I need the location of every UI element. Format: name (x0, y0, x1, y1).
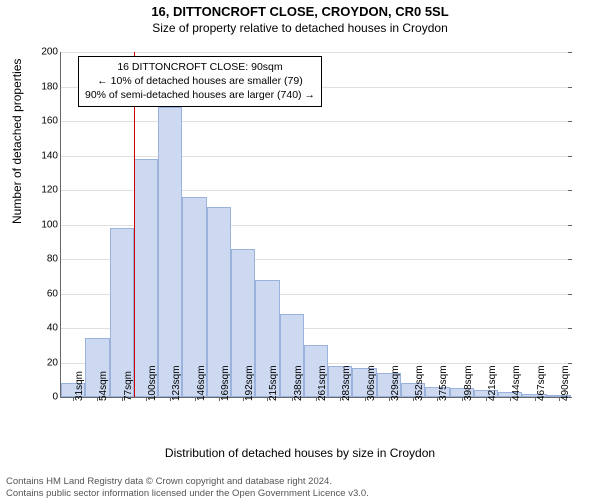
x-tick-label: 146sqm (196, 365, 207, 401)
y-tick-label: 140 (41, 150, 58, 161)
x-tick-label: 123sqm (171, 365, 182, 401)
y-tick-label: 40 (47, 323, 58, 334)
x-tick-label: 467sqm (536, 365, 547, 401)
histogram-bar (134, 159, 158, 397)
info-line-1: 16 DITTONCROFT CLOSE: 90sqm (85, 60, 315, 74)
y-tick-label: 100 (41, 219, 58, 230)
y-tick-mark (568, 225, 572, 226)
y-tick-label: 20 (47, 357, 58, 368)
y-tick-label: 200 (41, 47, 58, 58)
info-line-3: 90% of semi-detached houses are larger (… (85, 88, 315, 102)
y-axis-label: Number of detached properties (10, 59, 24, 224)
y-tick-label: 180 (41, 81, 58, 92)
x-tick-label: 352sqm (414, 365, 425, 401)
x-tick-label: 100sqm (147, 365, 158, 401)
x-tick-label: 444sqm (511, 365, 522, 401)
y-tick-mark (568, 190, 572, 191)
x-tick-label: 490sqm (560, 365, 571, 401)
histogram-bar (158, 107, 182, 397)
footer-line-1: Contains HM Land Registry data © Crown c… (6, 476, 369, 488)
y-tick-mark (568, 121, 572, 122)
footer-attribution: Contains HM Land Registry data © Crown c… (6, 476, 369, 500)
chart-subtitle: Size of property relative to detached ho… (0, 21, 600, 35)
plot-area: 02040608010012014016018020031sqm54sqm77s… (60, 52, 571, 398)
chart-container: 16, DITTONCROFT CLOSE, CROYDON, CR0 5SL … (0, 4, 600, 504)
x-tick-label: 261sqm (317, 365, 328, 401)
y-tick-mark (568, 294, 572, 295)
x-tick-label: 215sqm (268, 365, 279, 401)
chart-title: 16, DITTONCROFT CLOSE, CROYDON, CR0 5SL (0, 4, 600, 19)
y-tick-mark (568, 328, 572, 329)
y-tick-label: 80 (47, 254, 58, 265)
x-tick-label: 169sqm (220, 365, 231, 401)
x-tick-label: 31sqm (74, 371, 85, 401)
x-tick-label: 238sqm (293, 365, 304, 401)
y-tick-mark (568, 259, 572, 260)
x-tick-label: 306sqm (366, 365, 377, 401)
x-tick-label: 77sqm (123, 371, 134, 401)
x-tick-label: 192sqm (244, 365, 255, 401)
x-tick-label: 421sqm (487, 365, 498, 401)
footer-line-2: Contains public sector information licen… (6, 488, 369, 500)
grid-line (61, 156, 571, 157)
x-tick-label: 398sqm (463, 365, 474, 401)
x-axis-label: Distribution of detached houses by size … (0, 446, 600, 460)
x-tick-label: 54sqm (98, 371, 109, 401)
grid-line (61, 121, 571, 122)
y-tick-mark (568, 52, 572, 53)
x-tick-label: 329sqm (390, 365, 401, 401)
y-tick-label: 120 (41, 185, 58, 196)
info-line-2: ← 10% of detached houses are smaller (79… (85, 74, 315, 88)
y-tick-label: 160 (41, 116, 58, 127)
x-tick-label: 375sqm (438, 365, 449, 401)
y-tick-mark (568, 87, 572, 88)
info-box: 16 DITTONCROFT CLOSE: 90sqm ← 10% of det… (78, 56, 322, 107)
x-tick-label: 283sqm (341, 365, 352, 401)
grid-line (61, 52, 571, 53)
y-tick-mark (568, 156, 572, 157)
y-tick-label: 60 (47, 288, 58, 299)
y-tick-mark (568, 363, 572, 364)
y-tick-label: 0 (52, 392, 58, 403)
